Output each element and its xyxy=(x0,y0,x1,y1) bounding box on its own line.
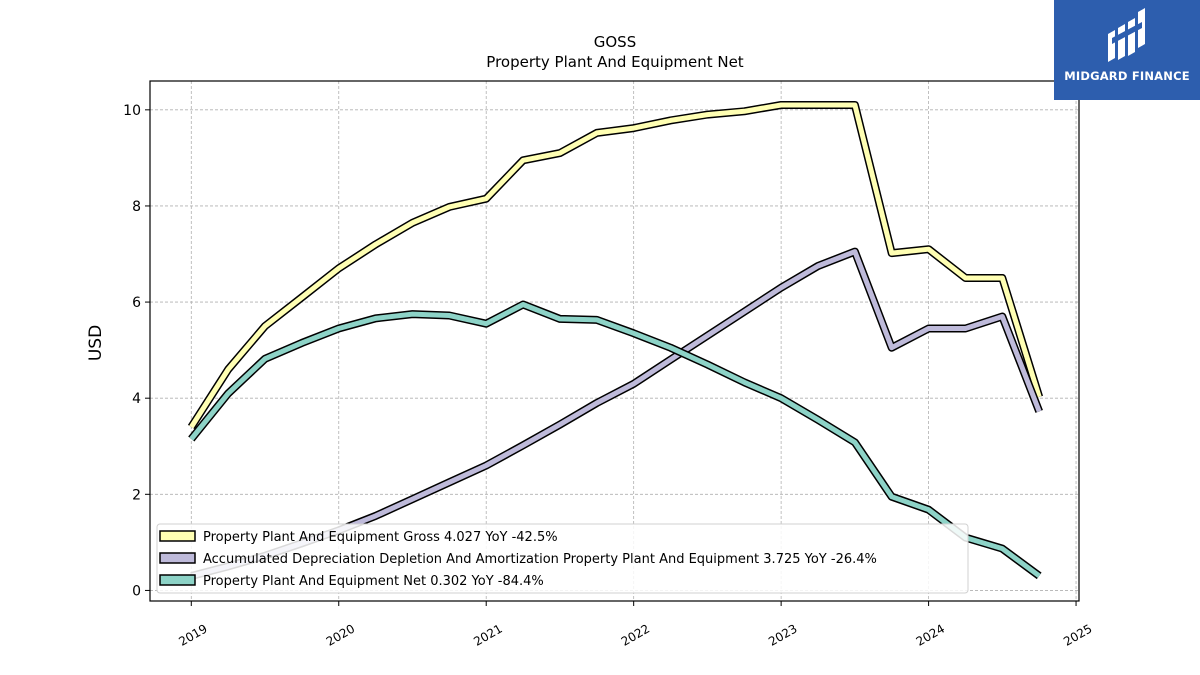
y-tick-label: 4 xyxy=(132,391,141,407)
logo-mark-icon xyxy=(1108,8,1145,62)
y-tick-label: 0 xyxy=(132,583,141,599)
series-line-3 xyxy=(189,302,1041,578)
legend-swatch xyxy=(159,574,196,586)
legend-label: Property Plant And Equipment Gross 4.027… xyxy=(203,530,558,545)
series-lines xyxy=(187,101,1044,580)
x-tick-label: 2023 xyxy=(766,621,799,648)
legend: Property Plant And Equipment Gross 4.027… xyxy=(156,523,969,594)
series-line-1 xyxy=(189,102,1042,429)
chart-title: GOSS xyxy=(594,33,636,51)
legend-label: Accumulated Depreciation Depletion And A… xyxy=(203,552,877,567)
x-tick-label: 2025 xyxy=(1061,621,1094,648)
series-line-outline xyxy=(187,101,1044,430)
y-tick-label: 2 xyxy=(132,487,141,503)
chart-subtitle: Property Plant And Equipment Net xyxy=(486,53,743,71)
y-tick-label: 8 xyxy=(132,199,141,215)
y-tick-label: 10 xyxy=(123,103,141,119)
x-tick-label: 2020 xyxy=(324,621,357,648)
y-axis-label: USD xyxy=(86,325,106,361)
brand-logo: MIDGARD FINANCE xyxy=(1054,0,1200,100)
legend-label: Property Plant And Equipment Net 0.302 Y… xyxy=(203,574,544,589)
x-tick-label: 2019 xyxy=(176,621,209,648)
x-tick-label: 2022 xyxy=(619,621,652,648)
legend-swatch xyxy=(159,552,196,564)
legend-box xyxy=(156,523,969,594)
y-tick-label: 6 xyxy=(132,295,141,311)
x-tick-label: 2021 xyxy=(471,621,504,648)
plot-frame xyxy=(149,80,1080,602)
legend-swatch xyxy=(159,530,196,542)
grid xyxy=(150,81,1079,601)
logo-text: MIDGARD FINANCE xyxy=(1064,69,1190,83)
x-tick-label: 2024 xyxy=(914,621,947,648)
